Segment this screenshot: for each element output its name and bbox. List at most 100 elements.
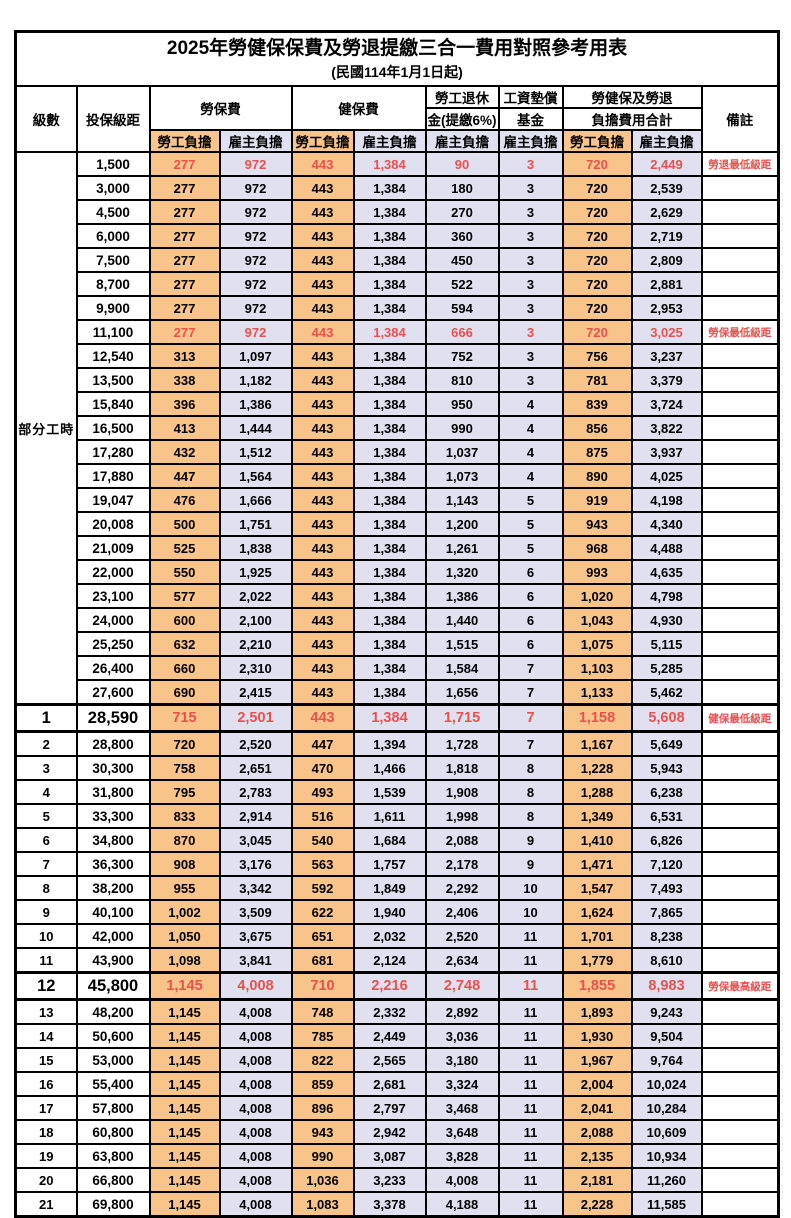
pension-cell: 1,908 xyxy=(424,779,500,805)
pension-cell: 1,818 xyxy=(424,755,500,781)
table-body: 部分工時 1,500 277 972 443 1,384 90 3 720 2,… xyxy=(14,151,780,1218)
labor-employer-cell: 4,008 xyxy=(218,998,293,1025)
bracket-cell: 3,000 xyxy=(75,175,151,201)
labor-employee-cell: 550 xyxy=(148,559,221,585)
level-cell: 10 xyxy=(14,923,78,949)
col-header-pension-line2: 金(提繳6%) xyxy=(424,107,500,131)
health-employer-cell: 1,394 xyxy=(352,730,427,757)
wage-fund-cell: 11 xyxy=(497,1143,564,1169)
table-row: 19,047 476 1,666 443 1,384 1,143 5 919 4… xyxy=(16,487,780,513)
total-employer-cell: 5,115 xyxy=(630,631,703,657)
table-row: 17 57,800 1,145 4,008 896 2,797 3,468 11… xyxy=(14,1095,780,1121)
health-employee-cell: 710 xyxy=(290,971,355,1001)
labor-employer-cell: 1,182 xyxy=(218,367,293,393)
labor-employer-cell: 1,751 xyxy=(218,511,293,537)
labor-employer-cell: 3,509 xyxy=(218,899,293,925)
wage-fund-cell: 7 xyxy=(497,730,564,757)
health-employer-cell: 1,384 xyxy=(352,607,427,633)
bracket-cell: 17,880 xyxy=(75,463,151,489)
pension-cell: 1,073 xyxy=(424,463,500,489)
labor-employer-cell: 2,210 xyxy=(218,631,293,657)
pension-cell: 2,406 xyxy=(424,899,500,925)
total-employee-cell: 993 xyxy=(561,559,633,585)
total-employee-cell: 1,855 xyxy=(561,971,633,1001)
total-employee-cell: 2,228 xyxy=(561,1191,633,1218)
total-employer-cell: 9,504 xyxy=(630,1023,703,1049)
bracket-cell: 34,800 xyxy=(75,827,151,853)
total-employer-cell: 10,934 xyxy=(630,1143,703,1169)
labor-employer-cell: 972 xyxy=(218,223,293,249)
health-employer-cell: 1,384 xyxy=(352,271,427,297)
wage-fund-cell: 5 xyxy=(497,535,564,561)
total-employee-cell: 1,410 xyxy=(561,827,633,853)
total-employer-cell: 2,539 xyxy=(630,175,703,201)
total-employer-cell: 10,609 xyxy=(630,1119,703,1145)
health-employer-cell: 1,384 xyxy=(352,703,427,733)
labor-employee-cell: 908 xyxy=(148,851,221,877)
health-employer-cell: 2,449 xyxy=(352,1023,427,1049)
table-row: 16,500 413 1,444 443 1,384 990 4 856 3,8… xyxy=(16,415,780,441)
bracket-cell: 30,300 xyxy=(75,755,151,781)
table-row: 13,500 338 1,182 443 1,384 810 3 781 3,3… xyxy=(16,367,780,393)
total-employee-cell: 1,043 xyxy=(561,607,633,633)
total-employee-cell: 1,167 xyxy=(561,730,633,757)
bracket-cell: 20,008 xyxy=(75,511,151,537)
labor-employer-cell: 972 xyxy=(218,151,293,177)
labor-employer-cell: 4,008 xyxy=(218,1119,293,1145)
level-cell: 3 xyxy=(14,755,78,781)
col-header-total-line1: 勞健保及勞退 xyxy=(561,85,703,109)
level-cell: 17 xyxy=(14,1095,78,1121)
labor-employee-cell: 277 xyxy=(148,175,221,201)
remark-cell xyxy=(700,899,780,925)
wage-fund-cell: 8 xyxy=(497,755,564,781)
bracket-cell: 60,800 xyxy=(75,1119,151,1145)
table-row: 部分工時 1,500 277 972 443 1,384 90 3 720 2,… xyxy=(14,151,780,706)
total-employer-cell: 7,865 xyxy=(630,899,703,925)
labor-employer-cell: 1,666 xyxy=(218,487,293,513)
remark-cell: 勞保最高級距 xyxy=(700,971,780,1001)
pension-cell: 4,188 xyxy=(424,1191,500,1218)
remark-cell xyxy=(700,1095,780,1121)
total-employee-cell: 1,103 xyxy=(561,655,633,681)
total-employer-cell: 10,284 xyxy=(630,1095,703,1121)
table-row: 27,600 690 2,415 443 1,384 1,656 7 1,133… xyxy=(16,679,780,706)
pension-cell: 180 xyxy=(424,175,500,201)
level-cell: 8 xyxy=(14,875,78,901)
total-employer-cell: 4,635 xyxy=(630,559,703,585)
health-employee-cell: 785 xyxy=(290,1023,355,1049)
pension-cell: 1,584 xyxy=(424,655,500,681)
pension-cell: 752 xyxy=(424,343,500,369)
table-row: 13 48,200 1,145 4,008 748 2,332 2,892 11… xyxy=(14,998,780,1025)
remark-cell xyxy=(700,851,780,877)
total-employer-cell: 5,285 xyxy=(630,655,703,681)
health-employer-cell: 1,384 xyxy=(352,631,427,657)
wage-fund-cell: 4 xyxy=(497,391,564,417)
wage-fund-cell: 11 xyxy=(497,1095,564,1121)
labor-employer-cell: 1,838 xyxy=(218,535,293,561)
total-employee-cell: 1,471 xyxy=(561,851,633,877)
wage-fund-cell: 3 xyxy=(497,199,564,225)
health-employer-cell: 1,384 xyxy=(352,487,427,513)
labor-employee-cell: 277 xyxy=(148,199,221,225)
subheader-health-employer: 雇主負擔 xyxy=(352,129,427,153)
remark-cell xyxy=(700,947,780,974)
wage-fund-cell: 8 xyxy=(497,779,564,805)
header-row-group2: 金(提繳6%) 基金 負擔費用合計 xyxy=(16,107,779,131)
level-cell: 6 xyxy=(14,827,78,853)
pension-cell: 3,036 xyxy=(424,1023,500,1049)
total-employee-cell: 1,930 xyxy=(561,1023,633,1049)
labor-employer-cell: 3,342 xyxy=(218,875,293,901)
total-employer-cell: 3,724 xyxy=(630,391,703,417)
level-cell: 12 xyxy=(14,971,78,1001)
pension-cell: 3,180 xyxy=(424,1047,500,1073)
total-employer-cell: 4,025 xyxy=(630,463,703,489)
health-employer-cell: 3,233 xyxy=(352,1167,427,1193)
health-employee-cell: 443 xyxy=(290,463,355,489)
total-employer-cell: 5,462 xyxy=(630,679,703,706)
labor-employee-cell: 1,145 xyxy=(148,1023,221,1049)
health-employee-cell: 443 xyxy=(290,535,355,561)
labor-employer-cell: 2,415 xyxy=(218,679,293,706)
labor-employer-cell: 2,783 xyxy=(218,779,293,805)
health-employer-cell: 1,466 xyxy=(352,755,427,781)
